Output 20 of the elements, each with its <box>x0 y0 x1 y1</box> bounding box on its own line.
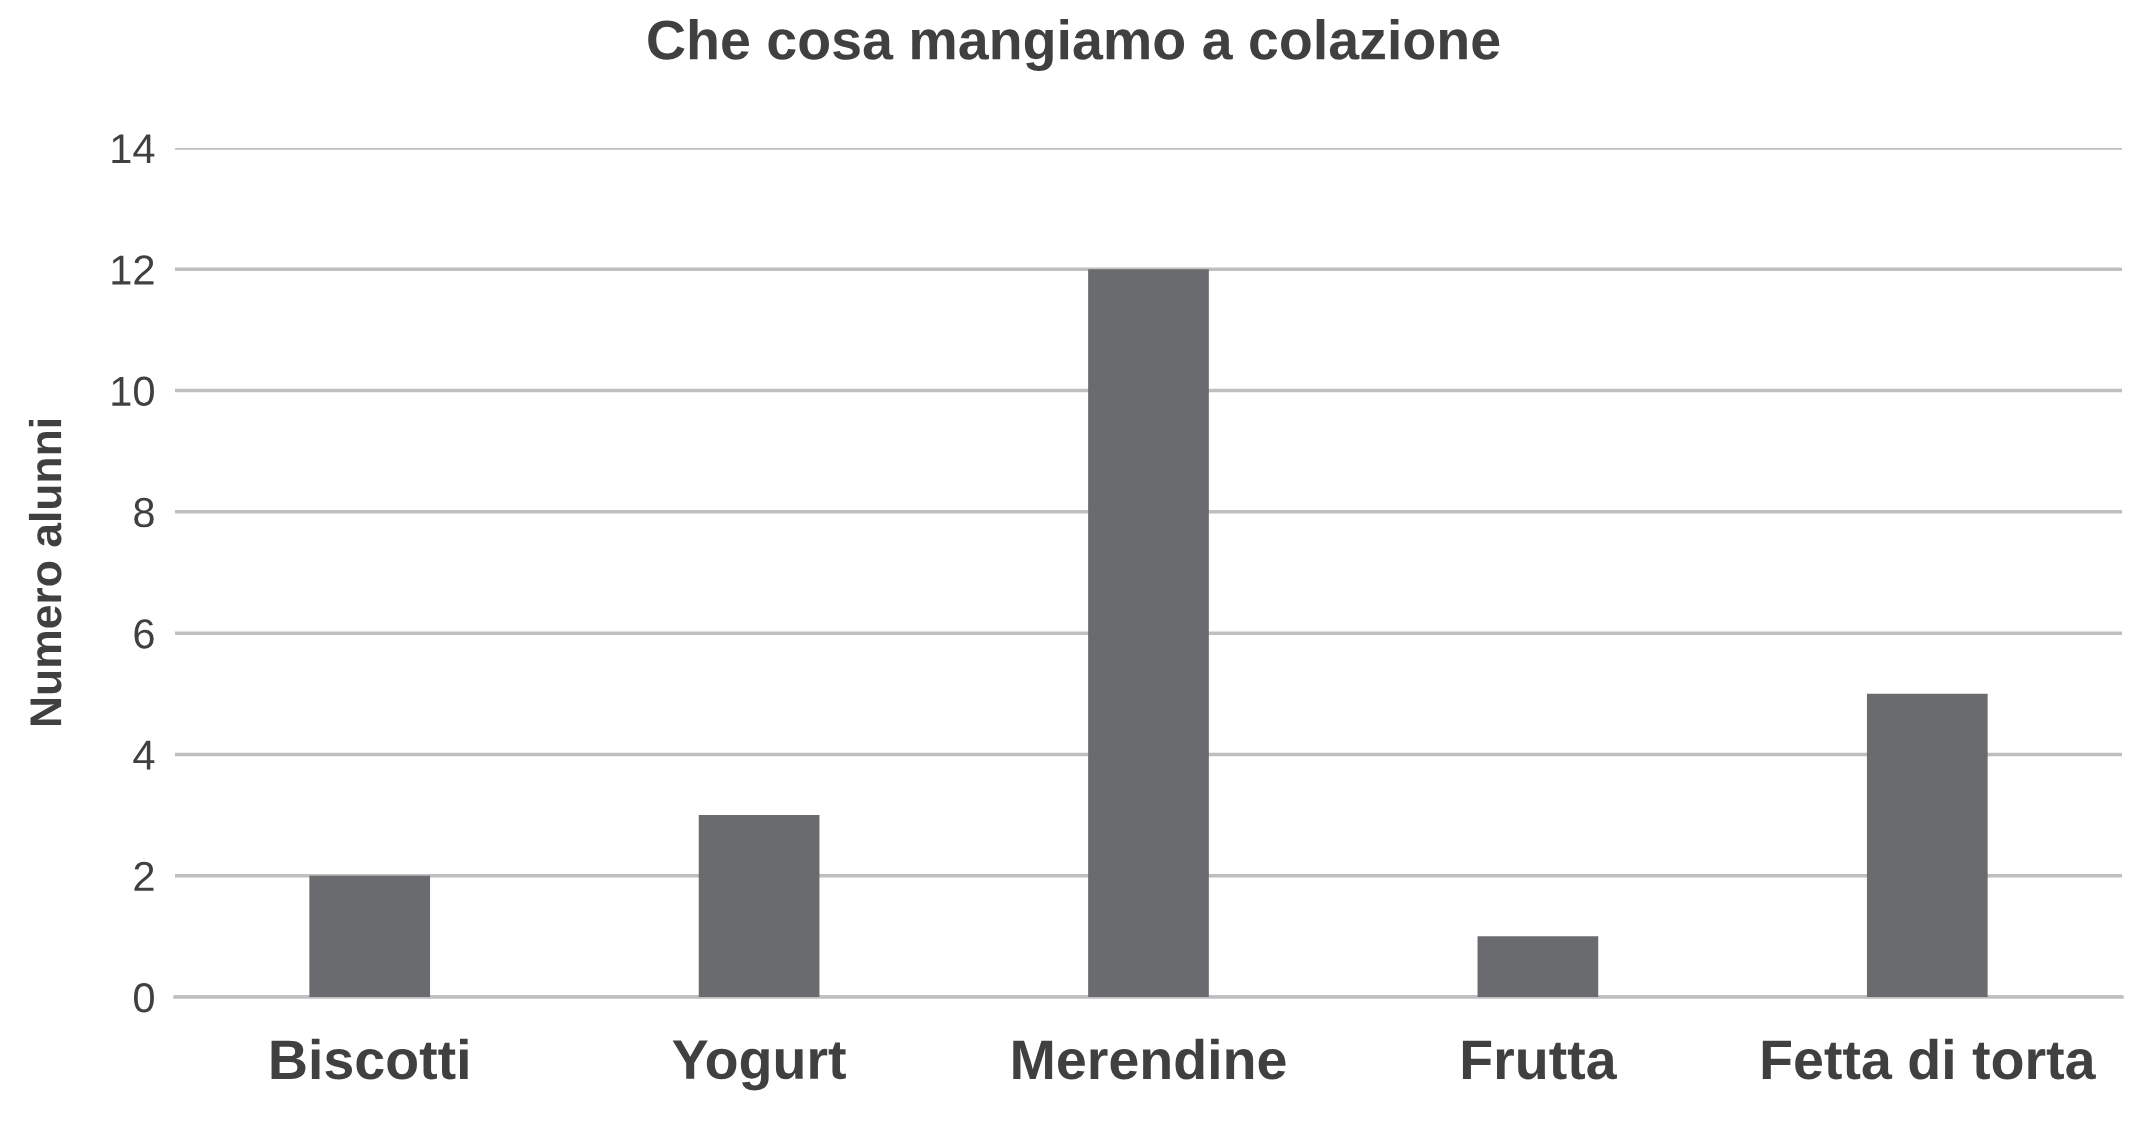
x-tick-label: Fetta di torta <box>1762 1038 2096 1080</box>
bar <box>309 875 431 997</box>
x-tick-label: Merendine <box>1013 1038 1286 1080</box>
y-axis-title: Numero alunni <box>28 420 62 726</box>
y-tick-label: 0 <box>134 983 154 1013</box>
x-tick-label: Yogurt <box>672 1040 846 1091</box>
bar <box>698 815 820 997</box>
x-tick-label: Frutta <box>1462 1040 1617 1080</box>
y-tick-label: 6 <box>134 619 154 649</box>
y-tick-label: 12 <box>112 255 154 285</box>
bar <box>1088 269 1209 997</box>
y-tick-label: 4 <box>133 740 155 770</box>
y-tick-label: 8 <box>134 497 154 528</box>
x-tick-label: Biscotti <box>271 1038 468 1080</box>
chart-title: Che cosa mangiamo a colazione <box>648 18 1500 72</box>
bar <box>1477 936 1599 997</box>
y-tick-label: 2 <box>134 861 154 891</box>
y-tick-label: 14 <box>112 134 155 164</box>
bar <box>1866 693 1988 997</box>
y-tick-label: 10 <box>112 376 154 407</box>
